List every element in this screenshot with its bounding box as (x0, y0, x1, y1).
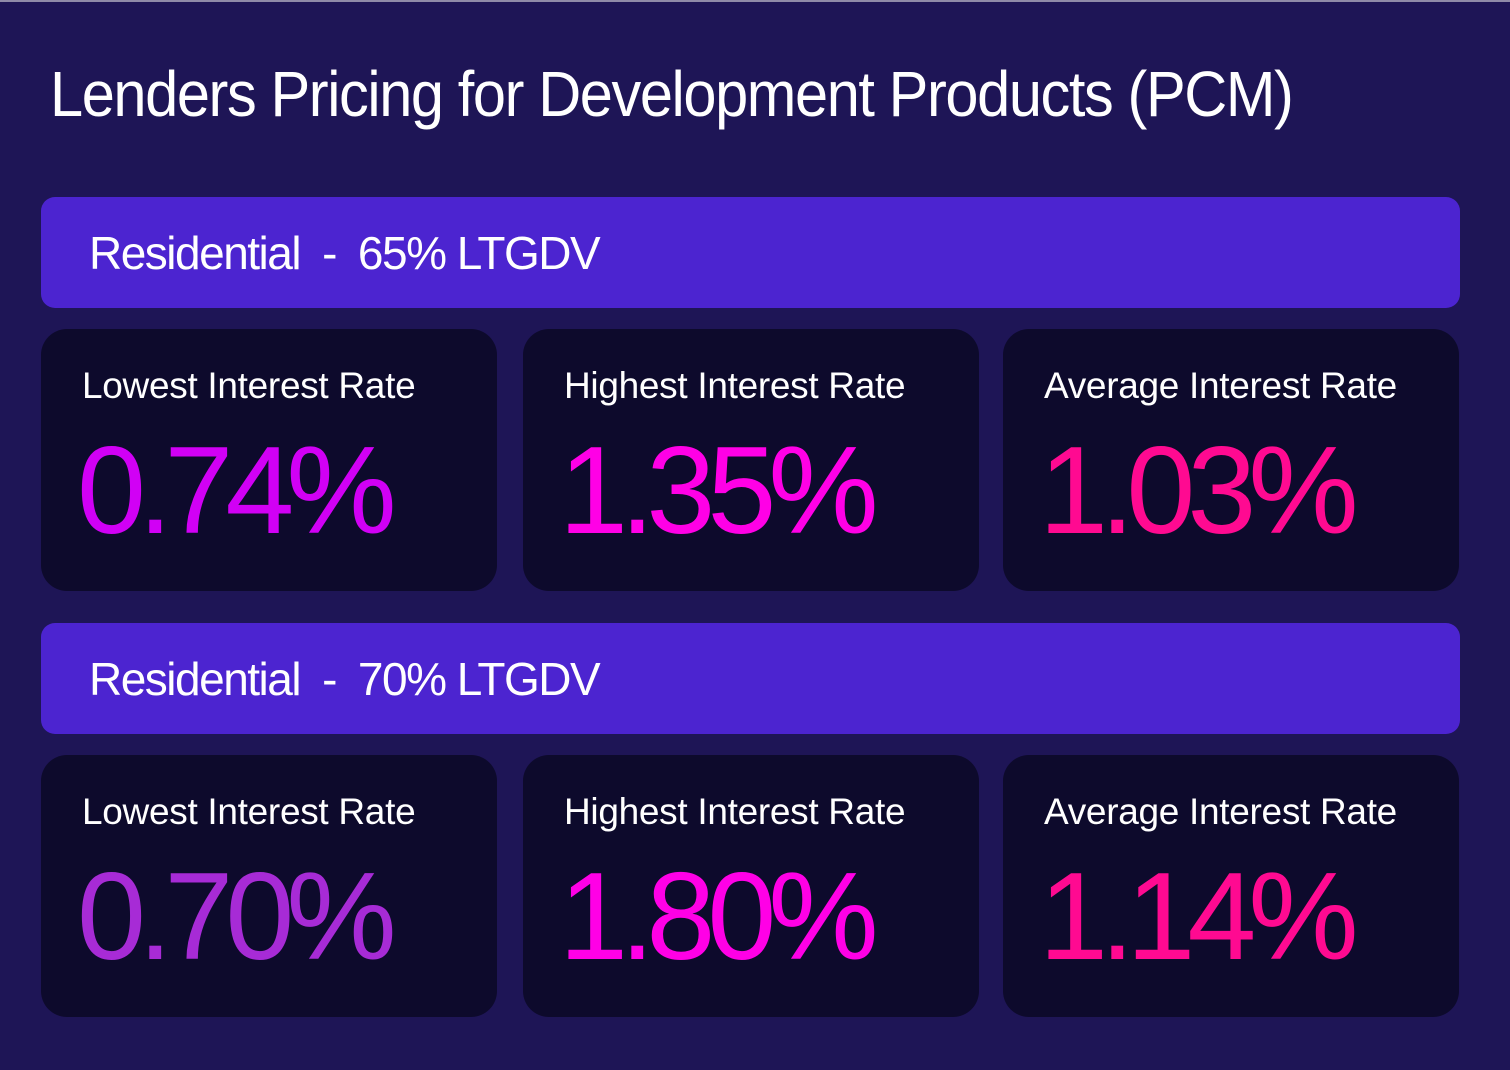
section-header-65-ltgdv: Residential - 65% LTGDV (41, 197, 1460, 308)
section-category: Residential (89, 652, 302, 705)
page-title: Lenders Pricing for Development Products… (50, 58, 1294, 130)
highest-rate-value: 1.35% (559, 422, 879, 560)
section-ltv: 70% LTGDV (357, 652, 601, 705)
lowest-rate-value: 0.74% (77, 422, 397, 560)
highest-rate-value: 1.80% (559, 848, 879, 986)
average-rate-value: 1.03% (1039, 422, 1359, 560)
highest-rate-card-65: Highest Interest Rate 1.35% (523, 329, 979, 591)
lowest-rate-value: 0.70% (77, 848, 397, 986)
section-ltv: 65% LTGDV (357, 226, 601, 279)
lowest-rate-card-65: Lowest Interest Rate 0.74% (41, 329, 497, 591)
card-label: Average Interest Rate (1044, 791, 1397, 832)
average-rate-card-70: Average Interest Rate 1.14% (1003, 755, 1459, 1017)
card-label: Lowest Interest Rate (82, 365, 416, 406)
lowest-rate-card-70: Lowest Interest Rate 0.70% (41, 755, 497, 1017)
card-label: Highest Interest Rate (564, 365, 906, 406)
section-separator: - (322, 226, 337, 279)
highest-rate-card-70: Highest Interest Rate 1.80% (523, 755, 979, 1017)
average-rate-card-65: Average Interest Rate 1.03% (1003, 329, 1459, 591)
section-header-70-ltgdv: Residential - 70% LTGDV (41, 623, 1460, 734)
card-label: Highest Interest Rate (564, 791, 906, 832)
section-category: Residential (89, 226, 302, 279)
card-label: Average Interest Rate (1044, 365, 1397, 406)
section-separator: - (322, 652, 337, 705)
average-rate-value: 1.14% (1039, 848, 1359, 986)
card-label: Lowest Interest Rate (82, 791, 416, 832)
